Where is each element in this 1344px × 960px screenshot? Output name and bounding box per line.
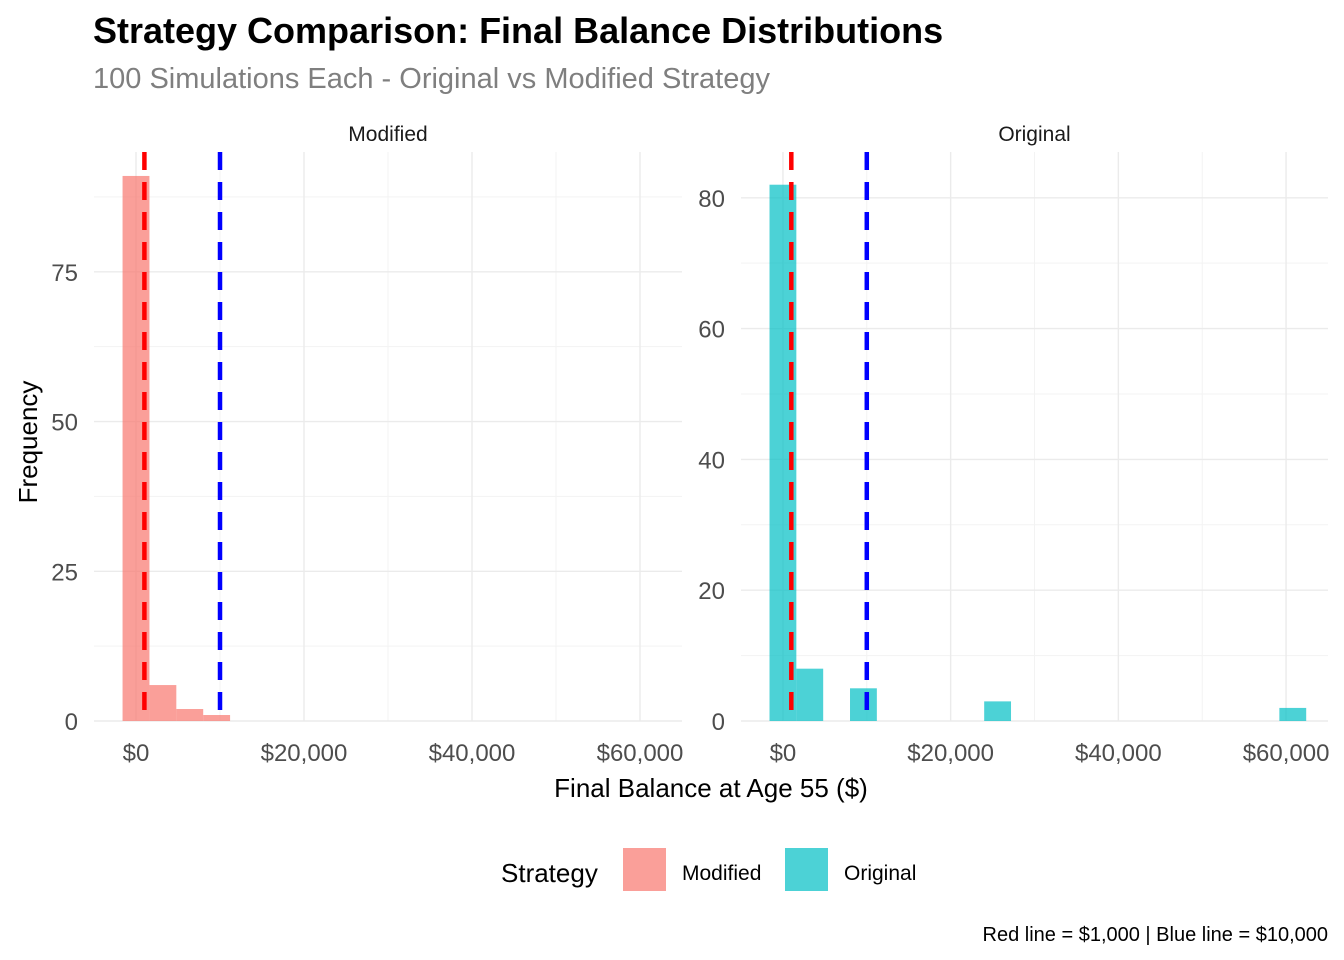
legend-label-modified: Modified (682, 862, 761, 885)
x-tick-label: $60,000 (597, 740, 684, 767)
x-axis-title: Final Balance at Age 55 ($) (554, 773, 868, 803)
histogram-bar (203, 715, 231, 721)
legend-title: Strategy (501, 858, 598, 888)
facet-strip-label: Original (998, 123, 1070, 146)
histogram-bar (984, 701, 1012, 721)
x-tick-label: $40,000 (1075, 740, 1162, 767)
y-tick-label: 60 (698, 317, 725, 344)
histogram-bar (850, 688, 877, 721)
facet-panel-original: Original $0 $20,000 $40,000 $60,000 0 20 40 60 80 (698, 123, 1329, 767)
histogram-bar (796, 668, 824, 721)
legend-key-modified (623, 848, 666, 891)
x-tick-label: $0 (770, 740, 797, 767)
histogram-bar (122, 175, 150, 722)
chart-caption: Red line = $1,000 | Blue line = $10,000 (983, 924, 1328, 946)
x-tick-label: $60,000 (1243, 740, 1330, 767)
x-tick-label: $0 (123, 740, 150, 767)
legend-key-original (785, 848, 828, 891)
histogram-bar (1279, 707, 1307, 721)
legend-label-original: Original (844, 862, 916, 885)
chart-title: Strategy Comparison: Final Balance Distr… (93, 10, 943, 51)
y-tick-label: 20 (698, 578, 725, 605)
histogram-bar (149, 685, 177, 721)
y-tick-label: 25 (51, 559, 78, 586)
legend: Strategy Modified Original (501, 848, 916, 891)
y-tick-label: 80 (698, 186, 725, 213)
y-tick-label: 40 (698, 447, 725, 474)
y-tick-label: 50 (51, 410, 78, 437)
facet-strip-label: Modified (348, 123, 427, 146)
chart-subtitle: 100 Simulations Each - Original vs Modif… (93, 63, 770, 95)
y-tick-label: 0 (65, 709, 78, 736)
x-tick-label: $20,000 (907, 740, 994, 767)
x-tick-label: $20,000 (261, 740, 348, 767)
x-tick-label: $40,000 (429, 740, 516, 767)
facet-panel-modified: Modified $0 $20,000 $40,000 $60,000 0 25 50 75 (51, 123, 683, 767)
y-tick-label: 75 (51, 260, 78, 287)
y-tick-label: 0 (712, 709, 725, 736)
histogram-bar (176, 709, 204, 721)
y-axis-title: Frequency (13, 381, 43, 504)
